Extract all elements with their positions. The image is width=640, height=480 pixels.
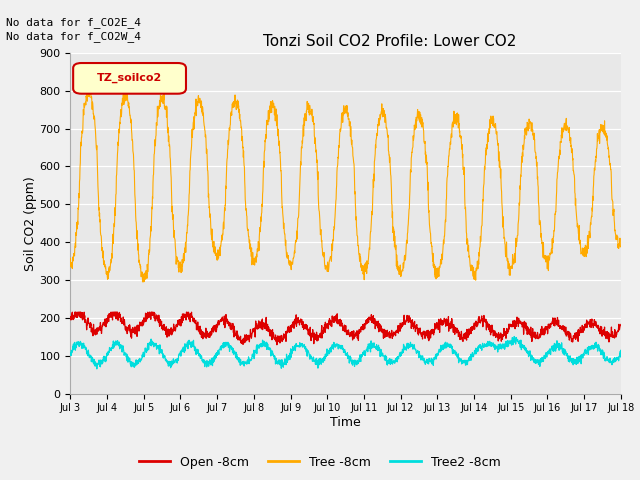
Title: Tonzi Soil CO2 Profile: Lower CO2: Tonzi Soil CO2 Profile: Lower CO2 bbox=[263, 34, 516, 49]
Text: TZ_soilco2: TZ_soilco2 bbox=[97, 73, 162, 84]
Text: No data for f_CO2E_4: No data for f_CO2E_4 bbox=[6, 17, 141, 28]
Y-axis label: Soil CO2 (ppm): Soil CO2 (ppm) bbox=[24, 176, 36, 271]
X-axis label: Time: Time bbox=[330, 416, 361, 429]
Legend: Open -8cm, Tree -8cm, Tree2 -8cm: Open -8cm, Tree -8cm, Tree2 -8cm bbox=[134, 451, 506, 474]
Text: No data for f_CO2W_4: No data for f_CO2W_4 bbox=[6, 31, 141, 42]
FancyBboxPatch shape bbox=[73, 63, 186, 94]
